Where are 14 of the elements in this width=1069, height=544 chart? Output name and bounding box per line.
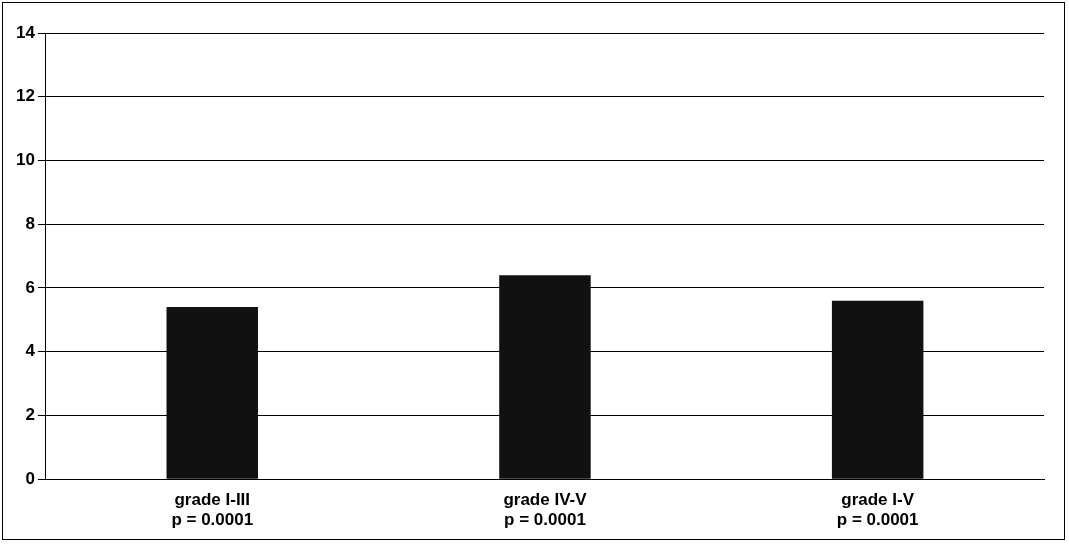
x-tick-label: grade I-III p = 0.0001	[171, 490, 254, 530]
y-tick-label: 10	[15, 150, 35, 170]
y-tick-label: 2	[25, 405, 35, 425]
y-tick-label: 0	[25, 468, 35, 488]
x-tick-label: grade I-V p = 0.0001	[836, 490, 919, 530]
bar	[499, 275, 591, 479]
y-tick-label: 6	[25, 277, 35, 297]
y-tick-label: 8	[25, 213, 35, 233]
y-tick-label: 14	[15, 22, 36, 42]
x-tick-label: grade IV-V p = 0.0001	[503, 490, 588, 530]
y-tick-label: 4	[25, 341, 36, 361]
y-tick-label: 12	[15, 86, 35, 106]
bar	[831, 300, 924, 479]
bar	[166, 307, 258, 479]
